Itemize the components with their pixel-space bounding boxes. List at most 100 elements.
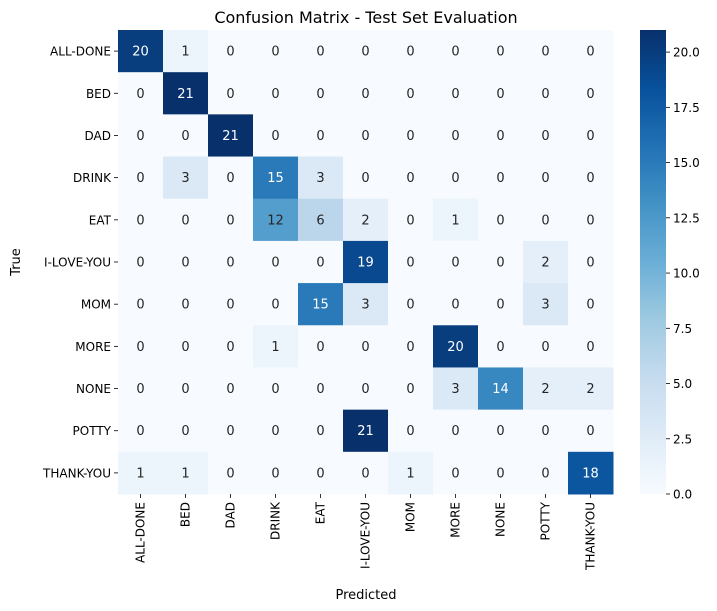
cell-value-label: 0 <box>136 424 144 439</box>
heatmap-cell <box>253 325 299 368</box>
cell-value-label: 0 <box>226 340 234 355</box>
cell-value-label: 0 <box>271 382 279 397</box>
heatmap-cell <box>253 114 299 158</box>
y-tick-label: DRINK <box>73 171 112 185</box>
cell-value-label: 21 <box>177 87 194 102</box>
cell-value-label: 0 <box>541 129 549 144</box>
heatmap-cell <box>163 114 209 158</box>
heatmap-cell <box>163 30 209 73</box>
cell-value-label: 0 <box>496 256 504 271</box>
cell-value-label: 18 <box>582 466 599 481</box>
cell-value-label: 0 <box>406 382 414 397</box>
heatmap-cell <box>343 240 389 284</box>
x-tick-label: EAT <box>314 501 328 524</box>
heatmap-cell <box>253 72 299 115</box>
heatmap-cell <box>253 30 299 73</box>
cell-value-label: 0 <box>316 466 324 481</box>
heatmap-cell <box>208 156 254 200</box>
heatmap-cell <box>523 451 569 495</box>
cell-value-label: 0 <box>226 424 234 439</box>
y-tick-label: MOM <box>81 298 111 312</box>
heatmap-cell <box>388 367 434 411</box>
y-tick-label: NONE <box>76 382 111 396</box>
colorbar-tick-label: 20.0 <box>673 46 700 60</box>
cell-value-label: 1 <box>181 45 189 60</box>
y-tick-label: POTTY <box>73 424 112 438</box>
heatmap-cell <box>523 325 569 368</box>
heatmap-cell <box>298 283 344 326</box>
x-axis-label: Predicted <box>335 588 396 603</box>
colorbar-tick-label: 15.0 <box>673 156 700 170</box>
heatmap-cell <box>253 367 299 411</box>
cell-value-label: 0 <box>586 424 594 439</box>
cell-value-label: 0 <box>496 298 504 313</box>
cell-value-label: 12 <box>267 213 284 228</box>
cell-value-label: 0 <box>496 213 504 228</box>
heatmap-cell <box>523 72 569 115</box>
heatmap-cell <box>343 156 389 200</box>
x-tick-label: DRINK <box>269 501 283 540</box>
heatmap-cell <box>568 114 614 158</box>
y-tick-label: EAT <box>89 213 112 227</box>
cell-value-label: 0 <box>586 45 594 60</box>
heatmap-cell <box>118 30 164 73</box>
cell-value-label: 0 <box>136 298 144 313</box>
heatmap-cell <box>208 72 254 115</box>
heatmap-cell <box>388 156 434 200</box>
x-tick-label: POTTY <box>539 501 553 540</box>
cell-value-label: 0 <box>181 382 189 397</box>
x-tick-label: MORE <box>449 502 463 538</box>
cell-value-label: 0 <box>226 466 234 481</box>
cell-value-label: 3 <box>181 171 189 186</box>
heatmap-cell <box>208 283 254 326</box>
heatmap-cell <box>478 451 524 495</box>
heatmap-cell <box>433 156 479 200</box>
heatmap-cell <box>433 409 479 453</box>
cell-value-label: 0 <box>136 87 144 102</box>
heatmap-cell <box>118 156 164 200</box>
cell-value-label: 20 <box>132 45 149 60</box>
heatmap-cell <box>208 367 254 411</box>
heatmap-cell <box>478 409 524 453</box>
cell-value-label: 3 <box>316 171 324 186</box>
heatmap-cells <box>118 30 614 495</box>
cell-value-label: 0 <box>361 466 369 481</box>
heatmap-cell <box>433 451 479 495</box>
cell-value-label: 1 <box>271 340 279 355</box>
cell-value-label: 3 <box>451 382 459 397</box>
cell-value-label: 0 <box>451 256 459 271</box>
cell-value-label: 0 <box>406 171 414 186</box>
heatmap-cell <box>433 367 479 411</box>
cell-value-label: 1 <box>451 213 459 228</box>
heatmap-cell <box>433 114 479 158</box>
heatmap-cell <box>118 198 164 242</box>
heatmap-cell <box>163 325 209 368</box>
cell-value-label: 0 <box>496 87 504 102</box>
heatmap-cell <box>163 409 209 453</box>
cell-value-label: 0 <box>271 45 279 60</box>
heatmap-cell <box>163 240 209 284</box>
heatmap-cell <box>298 240 344 284</box>
heatmap-cell <box>208 409 254 453</box>
cell-value-label: 0 <box>406 256 414 271</box>
cell-value-label: 0 <box>316 340 324 355</box>
heatmap-cell <box>388 114 434 158</box>
y-axis-label: True <box>9 248 24 277</box>
heatmap-cell <box>478 198 524 242</box>
cell-value-label: 0 <box>271 424 279 439</box>
cell-value-label: 0 <box>226 256 234 271</box>
heatmap-cell <box>163 451 209 495</box>
heatmap-cell <box>568 72 614 115</box>
heatmap-cell <box>388 283 434 326</box>
heatmap-cell <box>568 156 614 200</box>
heatmap-cell <box>523 240 569 284</box>
cell-value-label: 0 <box>541 87 549 102</box>
colorbar-tick-label: 7.5 <box>673 322 692 336</box>
colorbar-tick-label: 12.5 <box>673 211 700 225</box>
heatmap-cell <box>388 198 434 242</box>
cell-value-label: 0 <box>226 382 234 397</box>
heatmap-cell <box>478 72 524 115</box>
x-tick-label: THANK-YOU <box>584 502 598 571</box>
cell-value-label: 0 <box>406 129 414 144</box>
